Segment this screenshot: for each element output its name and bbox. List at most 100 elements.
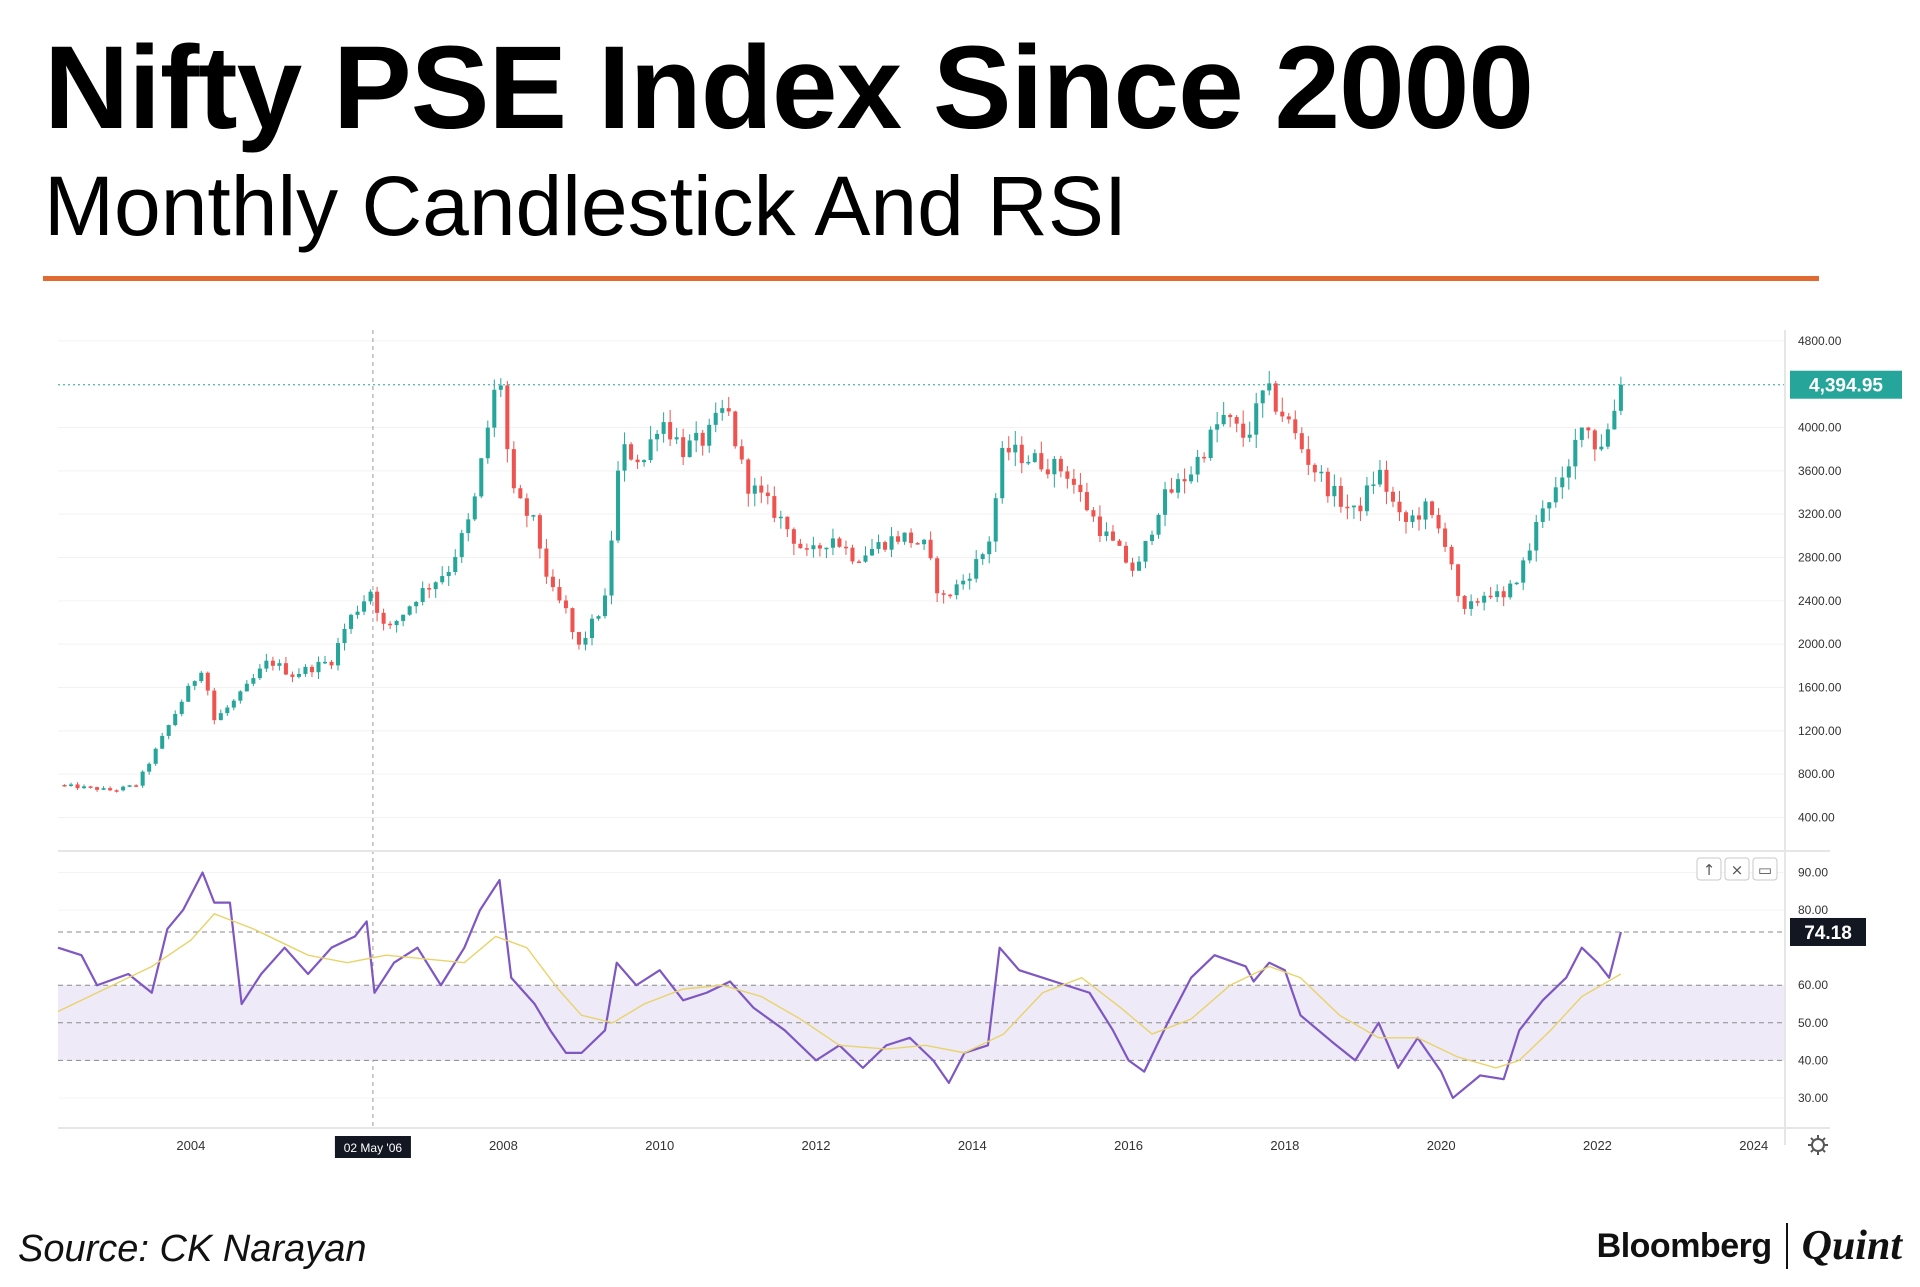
price-tick-label: 1200.00 <box>1798 724 1842 738</box>
candle <box>1469 594 1474 616</box>
candle <box>648 426 653 463</box>
x-tick-label: 2016 <box>1114 1138 1143 1153</box>
source-note: Source: CK Narayan <box>18 1228 367 1270</box>
candle <box>1482 591 1487 611</box>
candle <box>231 699 236 711</box>
candle <box>909 528 914 548</box>
x-tick-label: 2022 <box>1583 1138 1612 1153</box>
candle <box>459 529 464 563</box>
price-tick-label: 2400.00 <box>1798 594 1842 608</box>
candle <box>453 549 458 576</box>
candle-body <box>368 591 373 602</box>
candle-body <box>1605 429 1610 447</box>
candle <box>778 510 783 529</box>
candle <box>270 656 275 671</box>
candle-body <box>283 663 288 675</box>
candle <box>69 782 74 787</box>
candle <box>1267 370 1272 396</box>
candle <box>479 457 484 499</box>
x-tick-label: 2018 <box>1270 1138 1299 1153</box>
candle <box>1358 497 1363 522</box>
candle-body <box>101 788 106 790</box>
candle <box>733 410 738 449</box>
candle <box>1110 525 1115 542</box>
crosshair-date-badge <box>334 1136 411 1158</box>
x-tick-label: 2010 <box>645 1138 674 1153</box>
candle <box>1123 541 1128 564</box>
candle-body <box>277 663 282 666</box>
gear-icon-tooth <box>1822 1137 1826 1141</box>
candle <box>349 613 354 634</box>
rsi-tick-label: 60.00 <box>1798 978 1828 992</box>
candle <box>1351 505 1356 519</box>
candle-body <box>1150 534 1155 542</box>
candle <box>407 605 412 616</box>
candle <box>1436 508 1441 534</box>
candle-body <box>446 571 451 577</box>
candle-body <box>1293 419 1298 434</box>
price-gridlines <box>58 330 1785 1128</box>
candle-body <box>1592 430 1597 450</box>
candle <box>720 399 725 421</box>
candle <box>824 547 829 559</box>
candle-body <box>1430 501 1435 516</box>
candle-body <box>869 548 875 556</box>
candle <box>1195 449 1200 483</box>
candle <box>179 699 184 717</box>
chart-area[interactable]: 400.00 800.00 1200.00 1600.00 2000.00 2400.00… <box>0 0 1920 1200</box>
candle <box>570 607 575 640</box>
candle <box>1371 471 1376 494</box>
candle-body <box>173 713 178 726</box>
candle-body <box>544 548 549 577</box>
candle <box>95 786 100 792</box>
candle <box>681 428 686 466</box>
axes <box>58 330 1830 1145</box>
candle-body <box>531 515 536 517</box>
candle-body <box>1475 601 1480 603</box>
candle-body <box>1325 471 1330 497</box>
candle-body <box>739 446 744 460</box>
candle <box>804 543 809 556</box>
candle <box>1215 412 1220 443</box>
candle-body <box>192 681 197 686</box>
price-tick-label: 400.00 <box>1798 811 1835 825</box>
candle-body <box>778 516 783 519</box>
candle-body <box>687 440 692 458</box>
candle <box>1338 477 1343 513</box>
candle <box>602 588 608 619</box>
candle <box>394 619 399 633</box>
candle-body <box>1006 447 1011 453</box>
candle <box>941 590 946 604</box>
candle <box>687 434 692 458</box>
candle <box>82 784 87 790</box>
candle <box>563 595 568 614</box>
candle-body <box>896 536 901 542</box>
candle <box>1006 436 1011 461</box>
price-tick-label: 4800.00 <box>1798 334 1842 348</box>
candle <box>915 542 920 545</box>
candle-body <box>850 547 855 562</box>
candle-body <box>1084 492 1089 511</box>
candle <box>492 379 497 438</box>
candle <box>843 540 848 555</box>
rsi-ma-line <box>57 913 1622 1069</box>
candle-body <box>1097 516 1102 537</box>
candle <box>153 747 158 766</box>
candle-body <box>922 539 927 545</box>
candle-body <box>1247 434 1252 438</box>
candle-body <box>62 785 67 787</box>
candle-body <box>401 614 406 621</box>
candle <box>1058 455 1063 478</box>
candle-body <box>1065 471 1070 479</box>
candle-body <box>134 785 139 787</box>
candle-body <box>817 545 822 549</box>
candle <box>622 432 627 482</box>
price-tick-label: 3200.00 <box>1798 507 1842 521</box>
candle-body <box>166 725 171 736</box>
candle-body <box>1013 444 1018 453</box>
candle <box>1475 598 1480 607</box>
candle-body <box>140 771 145 786</box>
candle <box>531 514 536 521</box>
candle-body <box>498 385 503 390</box>
candle-body <box>388 623 393 626</box>
